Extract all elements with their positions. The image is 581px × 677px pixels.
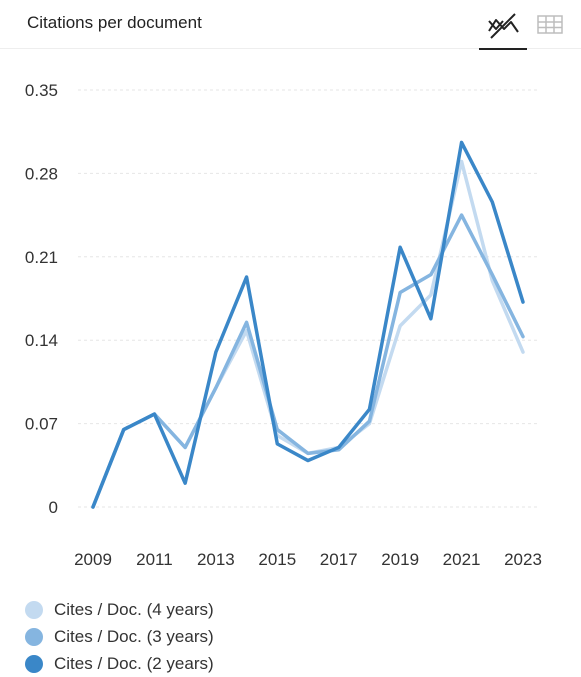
x-tick-label: 2019 bbox=[381, 550, 419, 569]
legend-item[interactable]: Cites / Doc. (3 years) bbox=[25, 623, 214, 650]
y-tick-label: 0.07 bbox=[25, 415, 58, 434]
legend-label: Cites / Doc. (3 years) bbox=[54, 626, 214, 646]
chart-legend: Cites / Doc. (4 years) Cites / Doc. (3 ye… bbox=[25, 596, 214, 677]
x-tick-label: 2009 bbox=[74, 550, 112, 569]
chart-header: Citations per document bbox=[0, 0, 581, 50]
series-line-3 bbox=[91, 140, 525, 509]
x-tick-label: 2021 bbox=[443, 550, 481, 569]
line-chart-icon bbox=[488, 13, 519, 39]
legend-item[interactable]: Cites / Doc. (4 years) bbox=[25, 596, 214, 623]
x-tick-label: 2023 bbox=[504, 550, 542, 569]
y-tick-label: 0.14 bbox=[25, 331, 58, 350]
x-tick-label: 2011 bbox=[136, 550, 173, 569]
chart-title: Citations per document bbox=[27, 13, 202, 32]
table-icon bbox=[537, 15, 563, 34]
chart-view-toggle[interactable] bbox=[479, 8, 527, 50]
legend-marker-icon bbox=[25, 627, 43, 646]
x-tick-label: 2017 bbox=[320, 550, 358, 569]
legend-marker-icon bbox=[25, 600, 43, 619]
y-tick-label: 0.21 bbox=[25, 248, 58, 267]
line-chart: 0 0.07 0.14 0.21 0.28 0.35 2009 2011 2013 2015 20… bbox=[25, 81, 542, 569]
table-view-toggle[interactable] bbox=[535, 10, 565, 40]
legend-label: Cites / Doc. (2 years) bbox=[54, 653, 214, 673]
series-line-1 bbox=[91, 159, 525, 509]
x-tick-label: 2015 bbox=[258, 550, 296, 569]
y-tick-label: 0.35 bbox=[25, 81, 58, 100]
legend-label: Cites / Doc. (4 years) bbox=[54, 599, 214, 619]
y-tick-label: 0.28 bbox=[25, 164, 58, 183]
series-line-2 bbox=[91, 213, 525, 509]
y-tick-label: 0 bbox=[49, 498, 58, 517]
x-tick-label: 2013 bbox=[197, 550, 235, 569]
legend-item[interactable]: Cites / Doc. (2 years) bbox=[25, 650, 214, 677]
legend-marker-icon bbox=[25, 654, 43, 673]
